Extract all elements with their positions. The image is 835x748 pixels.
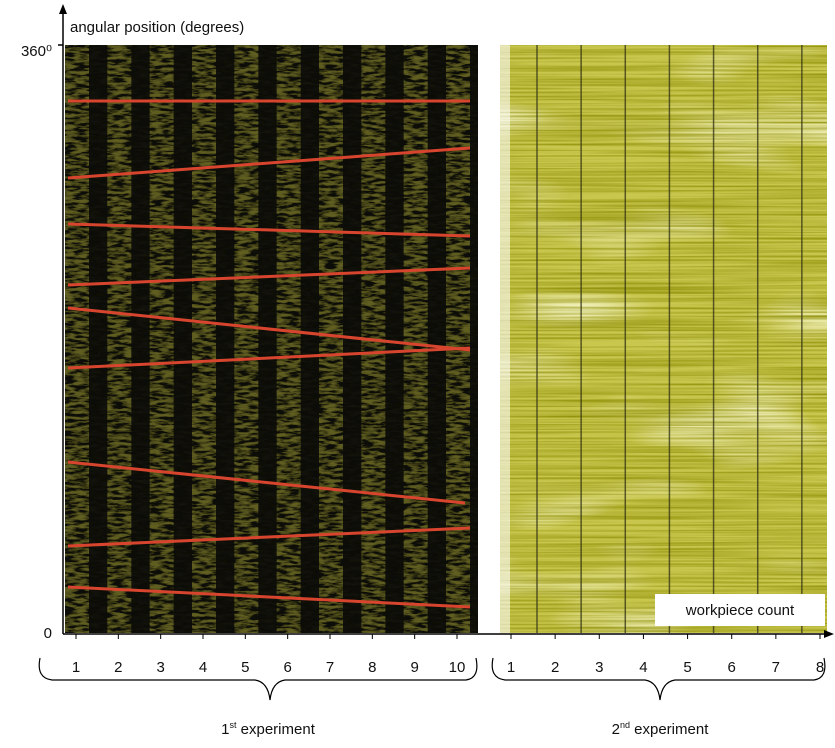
experiment-1-image <box>65 45 478 633</box>
axes <box>58 8 830 635</box>
x-tick-label: 5 <box>683 659 691 676</box>
x-tick-label: 7 <box>326 659 334 676</box>
experiment-label: 1st experiment <box>221 720 316 738</box>
x-tick-label: 10 <box>449 659 466 676</box>
x-tick-label: 3 <box>156 659 164 676</box>
x-tick-label: 7 <box>772 659 780 676</box>
x-tick-label: 3 <box>595 659 603 676</box>
brace <box>38 657 478 701</box>
brace <box>491 657 826 701</box>
x-tick-label: 5 <box>241 659 249 676</box>
x-tick-label: 6 <box>283 659 291 676</box>
trend-lines <box>67 99 471 609</box>
experiment-label: 2nd experiment <box>612 720 710 738</box>
x-tick-label: 1 <box>72 659 80 676</box>
x-tick-label: 4 <box>639 659 647 676</box>
x-axis-label: workpiece count <box>685 602 795 619</box>
x-tick-label: 1 <box>507 659 515 676</box>
label-box <box>655 594 825 626</box>
x-tick-label: 4 <box>199 659 207 676</box>
y-tick-label: 360⁰ <box>21 43 52 60</box>
x-tick-label: 2 <box>551 659 559 676</box>
x-tick-label: 6 <box>728 659 736 676</box>
x-tick-label: 9 <box>410 659 418 676</box>
x-tick-label: 8 <box>816 659 824 676</box>
y-tick-label: 0 <box>44 625 52 642</box>
experiment-2-image: workpiece count <box>500 45 827 633</box>
y-axis-label: angular position (degrees) <box>70 19 244 36</box>
x-tick-label: 2 <box>114 659 122 676</box>
x-tick-label: 8 <box>368 659 376 676</box>
